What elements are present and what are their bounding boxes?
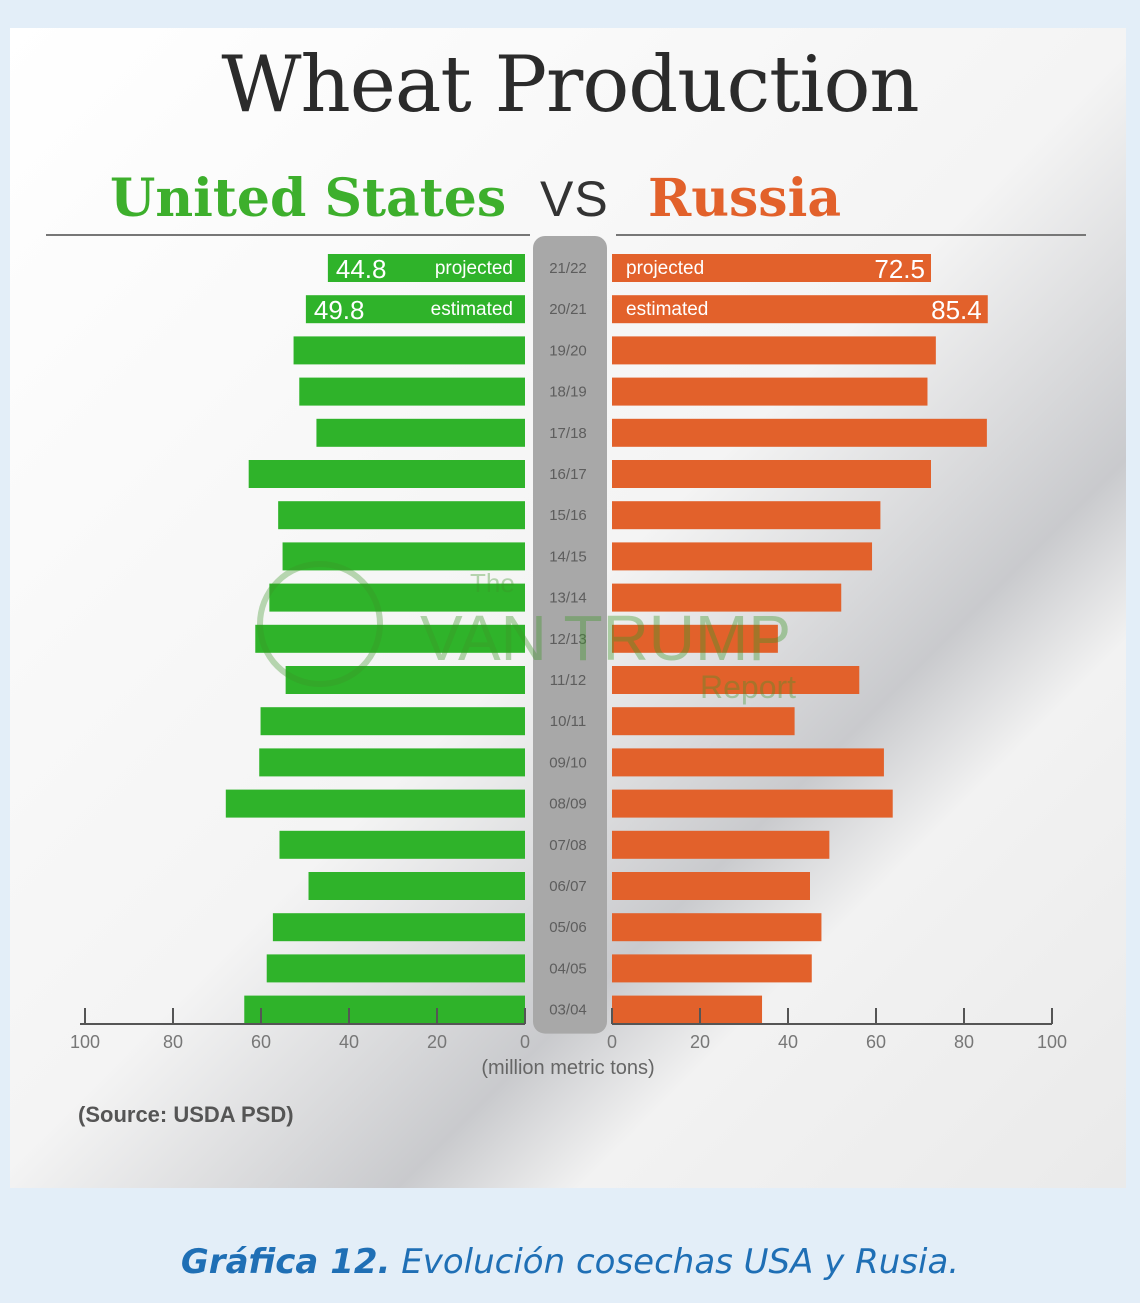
us-bar — [260, 707, 525, 736]
season-label: 07/08 — [549, 837, 587, 854]
us-bar — [282, 542, 525, 571]
russia-bar-value: 85.4 — [931, 295, 982, 325]
us-bar — [278, 501, 525, 530]
russia-bar-note: projected — [626, 258, 704, 279]
us-bar — [225, 789, 526, 818]
x-tick-label: 40 — [778, 1032, 798, 1052]
watermark-sub: Report — [700, 669, 796, 705]
x-tick-label: 80 — [163, 1032, 183, 1052]
season-label: 08/09 — [549, 796, 587, 813]
season-label: 13/14 — [549, 590, 587, 607]
russia-bar — [612, 666, 860, 694]
russia-bar — [612, 542, 873, 571]
russia-bar — [612, 707, 795, 736]
russia-bar — [612, 748, 884, 777]
us-bar — [272, 913, 525, 942]
us-bar — [269, 583, 525, 612]
us-bar — [255, 624, 525, 653]
russia-bar — [612, 995, 763, 1024]
figure-caption: Gráfica 12. Evolución cosechas USA y Rus… — [0, 1242, 1140, 1282]
us-bar — [248, 460, 525, 488]
x-tick-label: 100 — [1037, 1032, 1067, 1052]
russia-bar — [612, 295, 988, 324]
chart-title: Wheat Production — [221, 40, 919, 130]
russia-bar — [612, 418, 987, 447]
x-tick-label: 20 — [690, 1032, 710, 1052]
russia-heading-rule — [616, 234, 1086, 236]
season-label: 12/13 — [549, 631, 587, 648]
season-label: 09/10 — [549, 754, 587, 771]
russia-bar — [612, 583, 842, 612]
russia-heading: Russia — [648, 168, 842, 229]
vs-label: VS — [540, 171, 609, 227]
season-label: 15/16 — [549, 507, 587, 524]
season-label: 17/18 — [549, 425, 587, 442]
us-bar — [285, 666, 525, 694]
center-strip — [533, 236, 607, 1034]
x-tick-label: 0 — [607, 1032, 617, 1052]
season-label: 06/07 — [549, 878, 587, 895]
us-bar — [266, 954, 525, 983]
x-tick-label: 40 — [339, 1032, 359, 1052]
russia-bar — [612, 377, 928, 406]
us-bar — [259, 748, 525, 777]
caption-text: Evolución cosechas USA y Rusia. — [390, 1242, 960, 1282]
us-bar-note: projected — [435, 258, 513, 279]
russia-bar — [612, 954, 812, 983]
season-label: 21/22 — [549, 260, 587, 277]
x-tick-label: 80 — [954, 1032, 974, 1052]
us-bar-value: 44.8 — [336, 254, 387, 284]
russia-bar — [612, 789, 893, 818]
us-bar — [316, 418, 525, 447]
russia-bar — [612, 336, 936, 365]
season-label: 11/12 — [550, 672, 586, 689]
caption-label: Gráfica 12. — [180, 1242, 391, 1282]
russia-bar-value: 72.5 — [874, 254, 925, 284]
us-bar — [293, 336, 525, 365]
us-bar-value: 49.8 — [314, 295, 365, 325]
x-tick-label: 20 — [427, 1032, 447, 1052]
season-label: 16/17 — [549, 466, 587, 483]
us-bar — [327, 254, 525, 282]
season-label: 05/06 — [549, 919, 587, 936]
watermark-title: VAN TRUMP — [420, 602, 791, 674]
season-label: 10/11 — [550, 713, 586, 730]
us-bar — [279, 830, 525, 859]
x-tick-label: 60 — [866, 1032, 886, 1052]
season-label: 20/21 — [549, 301, 587, 318]
watermark-the: The — [470, 568, 515, 598]
source-note: (Source: USDA PSD) — [78, 1102, 294, 1127]
us-bar — [299, 377, 525, 406]
russia-bar — [612, 460, 931, 488]
season-label: 19/20 — [549, 342, 587, 359]
us-bar — [305, 295, 525, 324]
season-label: 03/04 — [549, 1002, 587, 1019]
russia-bar — [612, 501, 881, 530]
season-label: 18/19 — [549, 384, 587, 401]
us-bar — [308, 872, 525, 900]
season-label: 04/05 — [549, 960, 587, 977]
us-bar — [244, 995, 525, 1024]
x-tick-label: 60 — [251, 1032, 271, 1052]
x-tick-label: 100 — [70, 1032, 100, 1052]
x-tick-label: 0 — [520, 1032, 530, 1052]
us-heading-rule — [46, 234, 530, 236]
season-label: 14/15 — [549, 548, 587, 565]
russia-bar — [612, 254, 931, 282]
russia-bar — [612, 624, 778, 653]
watermark-globe — [257, 561, 383, 687]
us-bar-note: estimated — [431, 299, 513, 320]
russia-bar-note: estimated — [626, 299, 708, 320]
x-axis-label: (million metric tons) — [481, 1057, 654, 1079]
russia-bar — [612, 872, 810, 900]
russia-bar — [612, 830, 830, 859]
russia-bar — [612, 913, 822, 942]
us-heading: United States — [110, 168, 507, 229]
